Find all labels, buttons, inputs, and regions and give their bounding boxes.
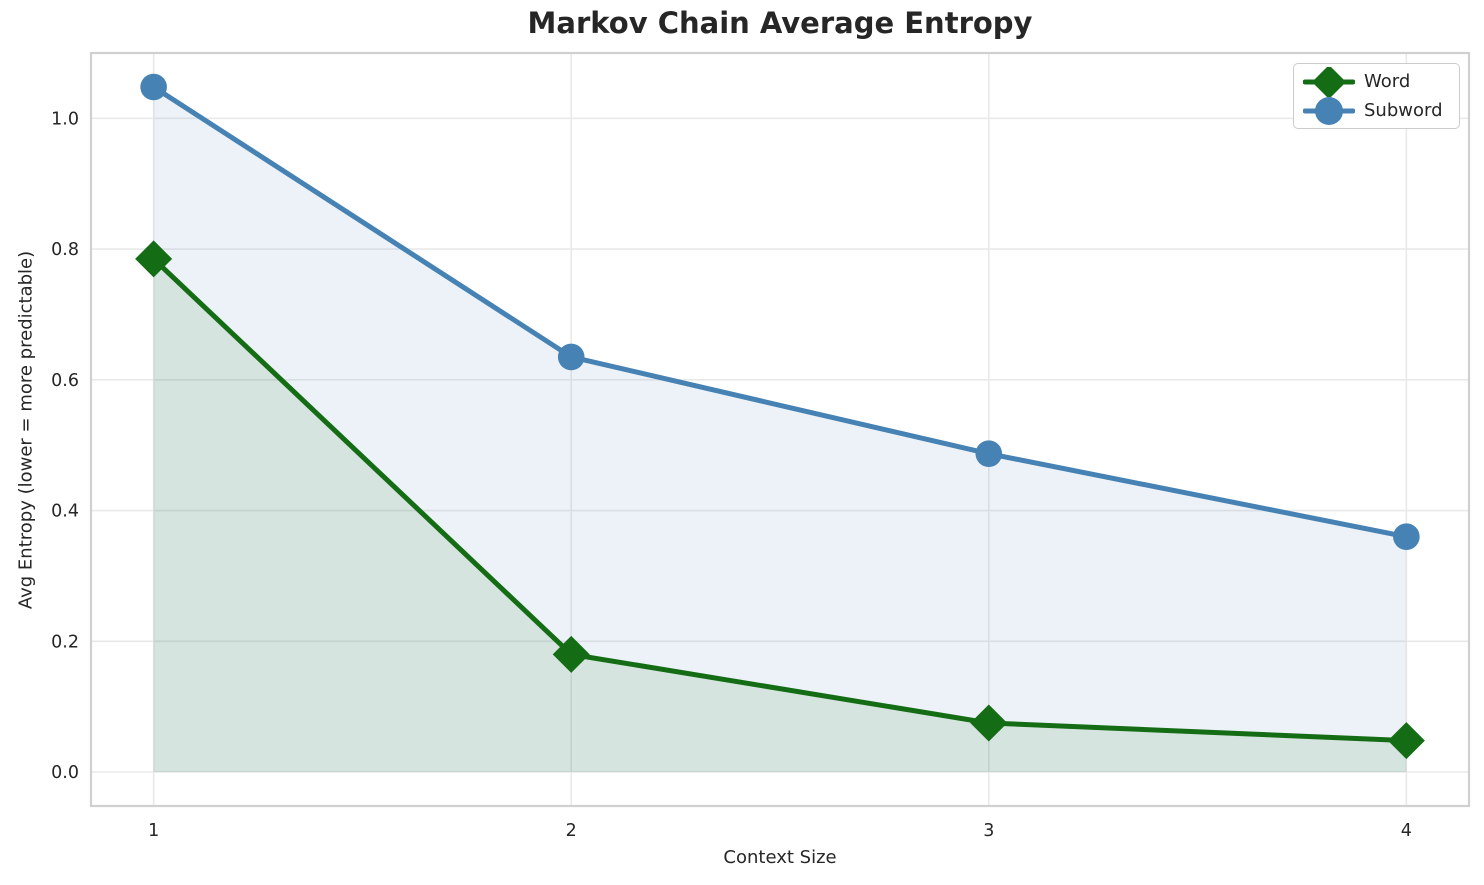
marker-word	[135, 240, 173, 278]
marker-word	[552, 635, 590, 673]
x-tick-label: 3	[983, 821, 994, 841]
legend-circle-icon	[1303, 96, 1355, 125]
marker-subword	[1393, 523, 1420, 550]
y-tick-label: 0.2	[51, 632, 79, 652]
line-subword	[151, 84, 1409, 540]
line-word	[151, 256, 1409, 744]
x-axis-label: Context Size	[723, 847, 837, 868]
legend-label-word: Word	[1364, 70, 1411, 92]
x-tick-label: 1	[148, 821, 159, 841]
marker-word	[970, 704, 1008, 742]
legend-item-word: Word	[1303, 66, 1450, 97]
area-fill-subword	[153, 86, 1407, 773]
chart-title: Markov Chain Average Entropy	[527, 6, 1033, 40]
axes-spines	[89, 51, 1471, 808]
area-fill-word	[153, 258, 1407, 773]
marker-subword	[975, 440, 1003, 467]
legend-label-subword: Subword	[1364, 99, 1443, 121]
legend: Word Subword	[1293, 63, 1460, 129]
marker-word	[1387, 722, 1425, 760]
legend-item-subword: Subword	[1303, 96, 1450, 125]
marker-subword	[140, 73, 167, 101]
y-tick-label: 0.8	[51, 240, 79, 260]
y-tick-label: 1.0	[51, 109, 79, 129]
legend-diamond-icon	[1303, 66, 1355, 97]
y-tick-label: 0.6	[51, 371, 79, 391]
y-tick-label: 0.4	[51, 502, 79, 522]
y-tick-label: 0.0	[51, 763, 79, 783]
x-tick-label: 2	[566, 821, 577, 841]
marker-subword	[557, 343, 585, 371]
x-tick-label: 4	[1401, 821, 1412, 841]
